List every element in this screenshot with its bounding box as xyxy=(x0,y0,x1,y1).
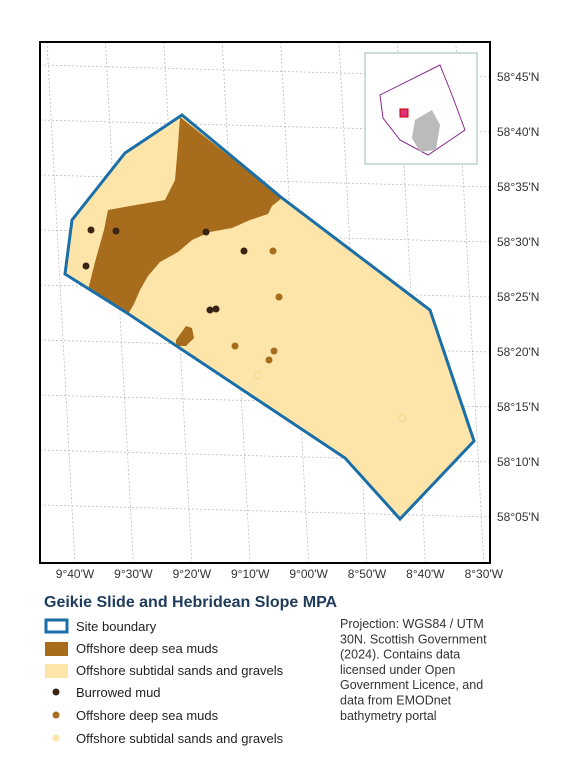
point xyxy=(231,342,239,350)
point xyxy=(87,226,95,234)
sands-points xyxy=(254,371,406,422)
lat-label: 58°10'N xyxy=(497,455,539,469)
note-line: bathymetry portal xyxy=(340,709,437,723)
lon-label: 9°00'W xyxy=(289,567,328,581)
point xyxy=(202,228,210,236)
lon-label: 8°50'W xyxy=(348,567,387,581)
inset-map xyxy=(364,52,478,165)
lat-label: 58°40'N xyxy=(497,125,539,139)
lon-label: 8°30'W xyxy=(465,567,504,581)
legend-label: Offshore deep sea muds xyxy=(76,708,219,723)
point xyxy=(82,262,90,270)
legend-label: Burrowed mud xyxy=(76,685,161,700)
note-line: licensed under Open xyxy=(340,663,455,677)
point xyxy=(112,227,120,235)
grid-line xyxy=(40,504,490,518)
lat-label: 58°05'N xyxy=(497,510,539,524)
note-line: Government Licence, and xyxy=(340,678,483,692)
lat-label: 58°35'N xyxy=(497,180,539,194)
legend-label: Offshore subtidal sands and gravels xyxy=(76,663,284,678)
legend-swatch xyxy=(44,618,69,634)
point xyxy=(206,306,214,314)
note-line: data from EMODnet xyxy=(340,694,452,708)
note-line: (2024). Contains data xyxy=(340,648,460,662)
lon-label: 9°40'W xyxy=(56,567,95,581)
legend-swatch xyxy=(52,734,60,742)
grid-line xyxy=(40,64,490,78)
point xyxy=(240,247,248,255)
grid-line xyxy=(46,42,76,563)
legend-label: Offshore subtidal sands and gravels xyxy=(76,731,284,746)
lon-label: 9°30'W xyxy=(114,567,153,581)
point xyxy=(212,305,220,313)
lat-label: 58°45'N xyxy=(497,70,539,84)
legend-swatch xyxy=(45,664,68,678)
point xyxy=(254,371,262,379)
lat-label: 58°25'N xyxy=(497,290,539,304)
sands-strip xyxy=(110,118,180,207)
lat-label: 58°30'N xyxy=(497,235,539,249)
legend-label: Site boundary xyxy=(76,619,157,634)
note-line: 30N. Scottish Government xyxy=(340,632,487,646)
deep-sea-mud-points xyxy=(231,247,283,364)
map-area xyxy=(40,42,490,563)
muds-area xyxy=(88,117,282,314)
grid-line xyxy=(455,42,485,563)
grid-line xyxy=(40,174,490,188)
point xyxy=(398,414,406,422)
note-line: Projection: WGS84 / UTM xyxy=(340,617,484,631)
lon-label: 9°10'W xyxy=(231,567,270,581)
lat-label: 58°15'N xyxy=(497,400,539,414)
grid-line xyxy=(40,449,490,463)
legend-swatch xyxy=(52,688,60,696)
grid-line xyxy=(40,119,490,133)
point xyxy=(269,247,277,255)
point xyxy=(265,356,273,364)
legend-swatch xyxy=(45,642,68,656)
lon-label: 8°40'W xyxy=(406,567,445,581)
point xyxy=(270,347,278,355)
muds-patch xyxy=(176,326,194,346)
legend-label: Offshore deep sea muds xyxy=(76,641,219,656)
axis-labels: 58°45'N 58°40'N 58°35'N 58°30'N 58°25'N 58°20… xyxy=(56,70,540,581)
legend-swatch xyxy=(52,711,60,719)
point xyxy=(275,293,283,301)
lon-label: 9°20'W xyxy=(173,567,212,581)
lat-label: 58°20'N xyxy=(497,345,539,359)
burrowed-mud-points xyxy=(82,226,248,314)
map-frame xyxy=(39,41,491,564)
map-title: Geikie Slide and Hebridean Slope MPA xyxy=(44,594,338,611)
site-boundary xyxy=(63,113,476,522)
